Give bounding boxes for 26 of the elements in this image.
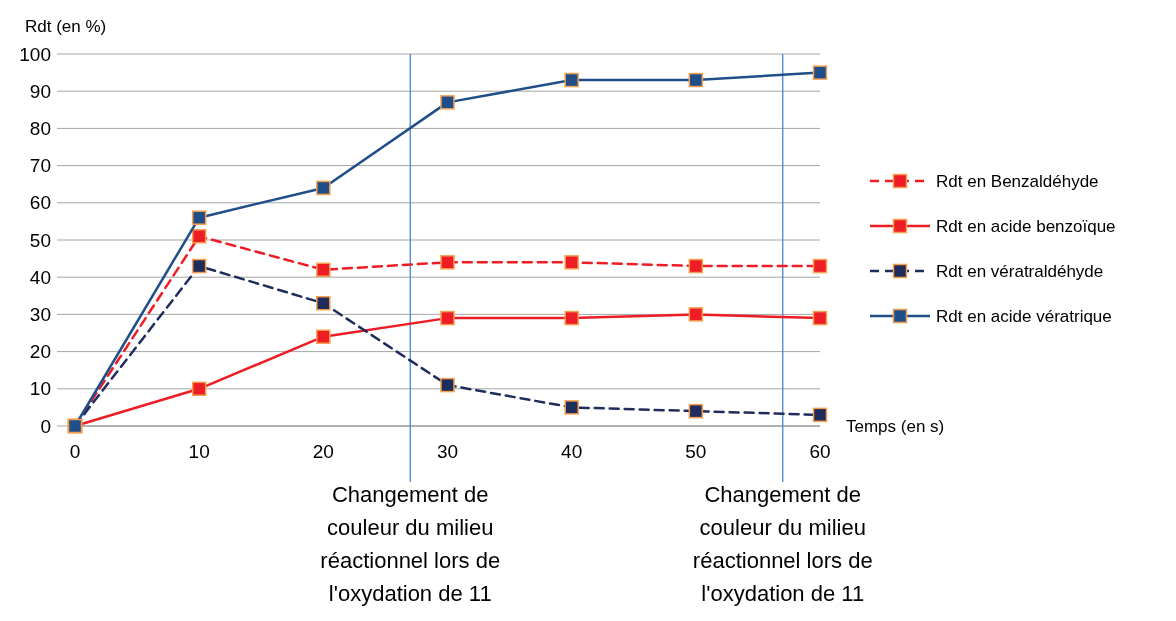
y-tick-label: 50 [29,229,51,251]
y-tick-label: 30 [29,303,51,325]
legend-label: Rdt en Benzaldéhyde [936,171,1099,191]
x-tick-label: 40 [561,441,583,462]
x-tick-label: 0 [69,441,81,462]
y-tick-label: 90 [29,80,51,102]
x-tick-label: 60 [809,441,831,462]
legend-label: Rdt en acide vératrique [936,306,1112,326]
y-tick-label: 0 [40,415,51,437]
y-tick-label: 60 [29,192,51,214]
y-tick-label: 100 [19,43,51,65]
x-axis-title: Temps (en s) [846,417,945,436]
ref-line-label: Changement de couleur du milieu réactionnel lors de l'oxydation de 11 [692,482,873,606]
y-tick-label: 10 [29,378,51,400]
x-tick-label: 20 [312,441,334,462]
y-tick-label: 80 [29,117,51,139]
legend-label: Rdt en acide benzoïque [936,216,1116,236]
ref-line-label: Changement de couleur du milieu réactionnel lors de l'oxydation de 11 [320,482,501,606]
y-tick-label: 40 [29,266,51,288]
y-tick-label: 70 [29,155,51,177]
x-tick-label: 50 [685,441,707,462]
x-tick-label: 10 [188,441,210,462]
y-axis-title: Rdt (en %) [25,17,107,36]
y-tick-label: 20 [29,341,51,363]
x-tick-label: 30 [436,441,459,462]
legend-label: Rdt en vératraldéhyde [936,261,1104,281]
